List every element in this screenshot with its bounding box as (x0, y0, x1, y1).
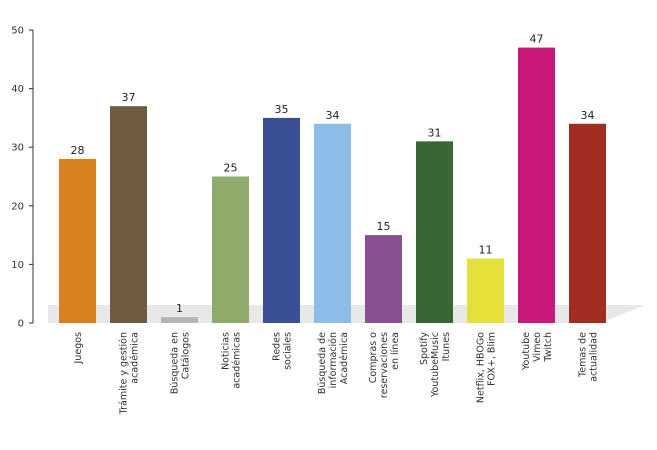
y-tick-label: 20 (11, 201, 24, 212)
bar (365, 235, 402, 323)
bar (569, 123, 606, 323)
category-label: sociales (283, 332, 294, 370)
category-label: Itunes (441, 332, 452, 361)
bar (59, 158, 96, 323)
bar (518, 47, 555, 323)
category-label: Redes (272, 332, 283, 361)
category-label: actualidad (589, 332, 600, 382)
category-label: Trámite y gestión (119, 332, 130, 415)
bar (161, 317, 198, 323)
y-tick-label: 10 (11, 260, 24, 271)
bar (314, 123, 351, 323)
category-label: Búsqueda en (170, 332, 181, 394)
data-label: 37 (122, 91, 136, 104)
category-label: Youtube (521, 332, 532, 371)
category-label: FOX+, Blim (487, 332, 498, 386)
bar (467, 258, 504, 323)
data-label: 31 (428, 126, 442, 139)
category-label: Catálogos (181, 332, 192, 379)
category-label: Juegos (73, 332, 84, 365)
data-label: 28 (71, 144, 85, 157)
data-label: 11 (479, 244, 493, 257)
category-label: en línea (390, 332, 401, 370)
category-label: Noticias (221, 332, 232, 370)
category-label: Búsqueda de (317, 332, 328, 394)
bars (59, 47, 606, 324)
bar (416, 141, 453, 323)
data-label: 47 (530, 33, 544, 46)
y-axis-ticks: 0 10 20 30 40 50 (11, 26, 33, 330)
data-label: 1 (176, 302, 183, 315)
data-label: 35 (275, 103, 289, 116)
category-label: Spotify (419, 332, 430, 365)
category-label: reservaciones (379, 332, 390, 398)
category-label: Académica (339, 332, 350, 384)
bar (212, 176, 249, 323)
y-tick-label: 0 (18, 319, 24, 330)
category-label: información (328, 332, 339, 388)
data-label: 34 (326, 109, 340, 122)
y-tick-label: 50 (11, 26, 24, 37)
y-tick-label: 40 (11, 84, 24, 95)
category-label: Temas de (578, 332, 589, 378)
data-label: 15 (377, 220, 391, 233)
category-label: académicas (232, 332, 243, 389)
category-label: Twitch (543, 332, 554, 363)
category-label: YoutubeMusic (430, 332, 441, 398)
category-label: Netflix, HBOGo (476, 332, 487, 403)
category-labels: Juegos Trámite y gestión académica Búsqueda… (73, 332, 600, 416)
bar (110, 106, 147, 324)
data-label: 25 (224, 162, 238, 175)
category-label: Compras o (368, 332, 379, 383)
data-label: 34 (581, 109, 595, 122)
category-label: académica (130, 332, 141, 384)
y-tick-label: 30 (11, 143, 24, 154)
value-labels: 28 37 1 25 35 34 15 31 11 47 34 (71, 33, 595, 316)
category-label: Vimeo (532, 332, 543, 362)
bar (263, 117, 300, 324)
